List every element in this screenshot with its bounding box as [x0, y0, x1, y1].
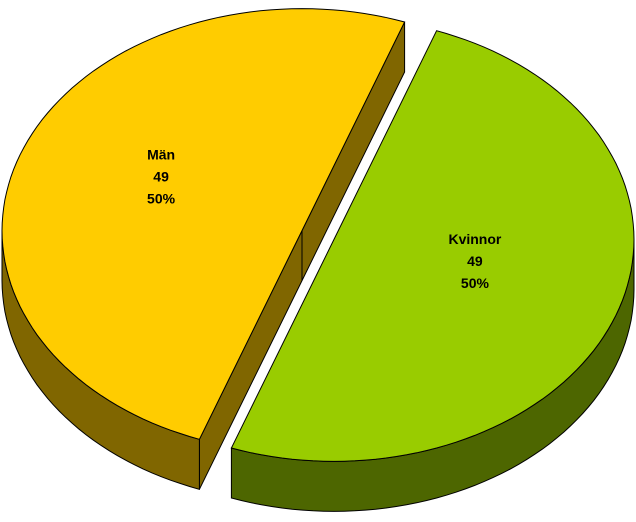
slice-label: Män [147, 146, 175, 162]
percent-label: 50% [147, 190, 176, 206]
slice-label: Kvinnor [448, 231, 501, 247]
value-label: 49 [467, 253, 483, 269]
percent-label: 50% [461, 275, 490, 291]
value-label: 49 [153, 168, 169, 184]
slice [230, 30, 635, 462]
slice [1, 8, 406, 440]
